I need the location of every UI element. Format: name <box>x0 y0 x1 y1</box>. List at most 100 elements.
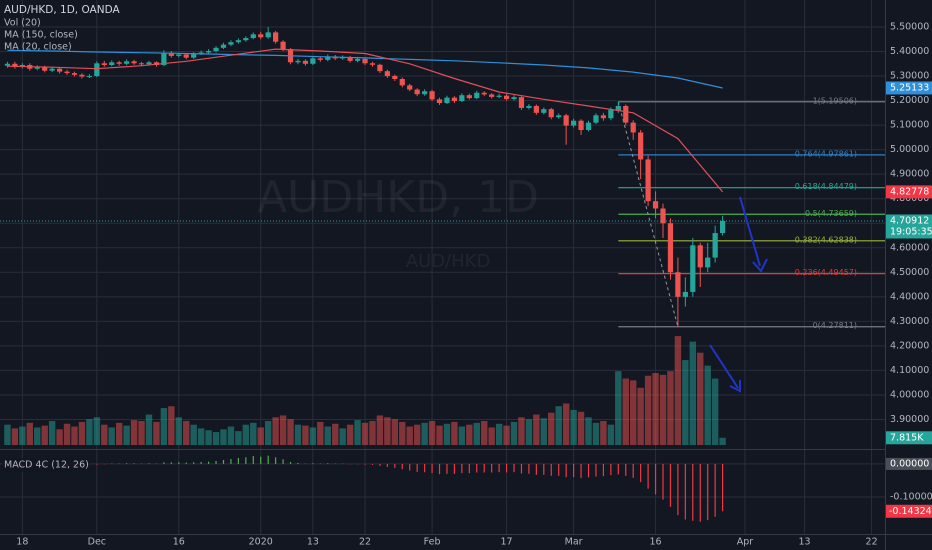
candle-body <box>414 89 420 95</box>
volume-bar <box>533 414 540 445</box>
candle-body <box>362 58 368 64</box>
volume-bar <box>227 426 235 445</box>
candle-body <box>168 52 174 56</box>
volume-bar <box>451 421 458 445</box>
volume-bar <box>78 421 86 445</box>
volume-bar <box>711 378 719 445</box>
candle-body <box>19 65 25 67</box>
candle-body <box>690 245 696 292</box>
volume-bar <box>332 423 339 445</box>
candle-body <box>481 92 487 95</box>
volume-bar <box>384 417 391 445</box>
candle-body <box>369 63 376 65</box>
volume-bar <box>406 426 413 445</box>
candle-body <box>712 233 718 258</box>
x-tick-label: Mar <box>565 537 583 548</box>
price-tag <box>886 185 932 199</box>
volume-bar <box>101 424 108 445</box>
volume-bar <box>309 427 317 445</box>
volume-bar <box>71 426 78 445</box>
candle-body <box>615 105 621 110</box>
candle-body <box>56 68 63 72</box>
candle-body <box>526 105 532 108</box>
candle-body <box>571 120 577 126</box>
candle-body <box>600 115 607 119</box>
volume-bar <box>510 421 518 445</box>
macd-legend: MACD 4C (12, 26) <box>4 460 89 471</box>
price-tag-label: 5.25133 <box>890 82 929 93</box>
volume-bar <box>354 420 361 445</box>
volume-bar <box>257 427 264 445</box>
x-tick-label: 18 <box>16 537 28 548</box>
candle-body <box>280 41 286 50</box>
y-tick-label: 5.20000 <box>890 95 929 106</box>
candle-body <box>652 201 659 209</box>
y-tick-label: 4.00000 <box>890 389 929 400</box>
candle-body <box>86 76 93 78</box>
volume-bar <box>436 425 443 445</box>
macd-tag <box>886 504 932 518</box>
candle-body <box>697 245 703 268</box>
volume-bar <box>339 428 346 445</box>
candle-body <box>71 73 78 75</box>
volume-bar <box>443 423 451 445</box>
legend-entry: MA (150, close) <box>4 30 78 41</box>
volume-bar <box>600 421 607 445</box>
ma-line <box>7 49 723 89</box>
volume-bar <box>518 417 525 445</box>
x-tick-label: Feb <box>424 537 441 548</box>
candle-body <box>228 42 234 45</box>
volume-bar <box>704 365 711 445</box>
macd-tick-label: 0.00000 <box>890 458 929 469</box>
fib-label: 0.5(4.73659) <box>805 209 857 218</box>
y-tick-label: 4.30000 <box>890 316 929 327</box>
volume-bar <box>324 426 331 445</box>
volume-bar <box>644 375 652 445</box>
volume-bar <box>183 421 190 445</box>
candle-body <box>377 64 383 72</box>
volume-bar <box>264 421 272 445</box>
y-tick-label: 4.50000 <box>890 267 929 278</box>
volume-bar <box>488 427 495 445</box>
fib-trend <box>617 101 679 327</box>
marks-layer: 1(5.19506) 0.764(4.97861) 0.618(4.84479) 0.… <box>0 26 885 522</box>
volume-bar <box>26 422 34 445</box>
volume-bar <box>540 418 548 445</box>
candle-body <box>585 122 592 131</box>
candle-body <box>645 159 651 202</box>
candle-body <box>466 95 472 99</box>
candle-body <box>459 95 465 102</box>
volume-bar <box>637 387 644 445</box>
fib-label: 0.382(4.62838) <box>795 235 857 244</box>
volume-bar <box>682 360 689 445</box>
candle-body <box>94 63 100 77</box>
candle-body <box>176 54 182 56</box>
macd-legend-bg <box>2 458 90 472</box>
x-tick-label: 13 <box>798 537 810 548</box>
x-tick-label: Apr <box>737 537 754 548</box>
y-tick-label: 3.90000 <box>890 414 929 425</box>
candle-body <box>638 132 644 160</box>
candle-body <box>295 60 301 63</box>
candle-body <box>630 122 636 133</box>
volume-bar <box>629 380 637 445</box>
candle-body <box>34 67 40 69</box>
annotation-arrow-head <box>752 258 768 273</box>
price-tag-label: 4.82778 <box>890 186 929 197</box>
y-tick-label: 4.90000 <box>890 169 929 180</box>
candle-body <box>563 115 569 126</box>
volume-bar <box>376 415 384 445</box>
candle-body <box>146 62 152 65</box>
volume-bar <box>399 421 406 445</box>
volume-bar <box>585 417 592 445</box>
watermark: AUDHKD, 1D <box>257 172 539 223</box>
candle-body <box>213 47 219 52</box>
candle-body <box>258 34 264 38</box>
candle-body <box>660 208 666 224</box>
candle-body <box>593 115 599 123</box>
candle-body <box>503 95 510 100</box>
volume-bar <box>615 371 622 445</box>
x-tick-label: 13 <box>307 537 319 548</box>
candle-body <box>429 91 435 100</box>
